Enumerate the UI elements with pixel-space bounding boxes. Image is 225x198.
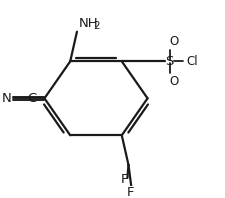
Text: O: O: [169, 35, 178, 48]
Text: NH: NH: [79, 17, 98, 30]
Text: Cl: Cl: [186, 55, 198, 68]
Text: 2: 2: [93, 21, 99, 31]
Text: C: C: [27, 92, 37, 105]
Text: O: O: [169, 75, 178, 88]
Text: F: F: [126, 186, 134, 198]
Text: F: F: [120, 173, 127, 186]
Text: N: N: [2, 92, 12, 105]
Text: S: S: [165, 55, 173, 68]
